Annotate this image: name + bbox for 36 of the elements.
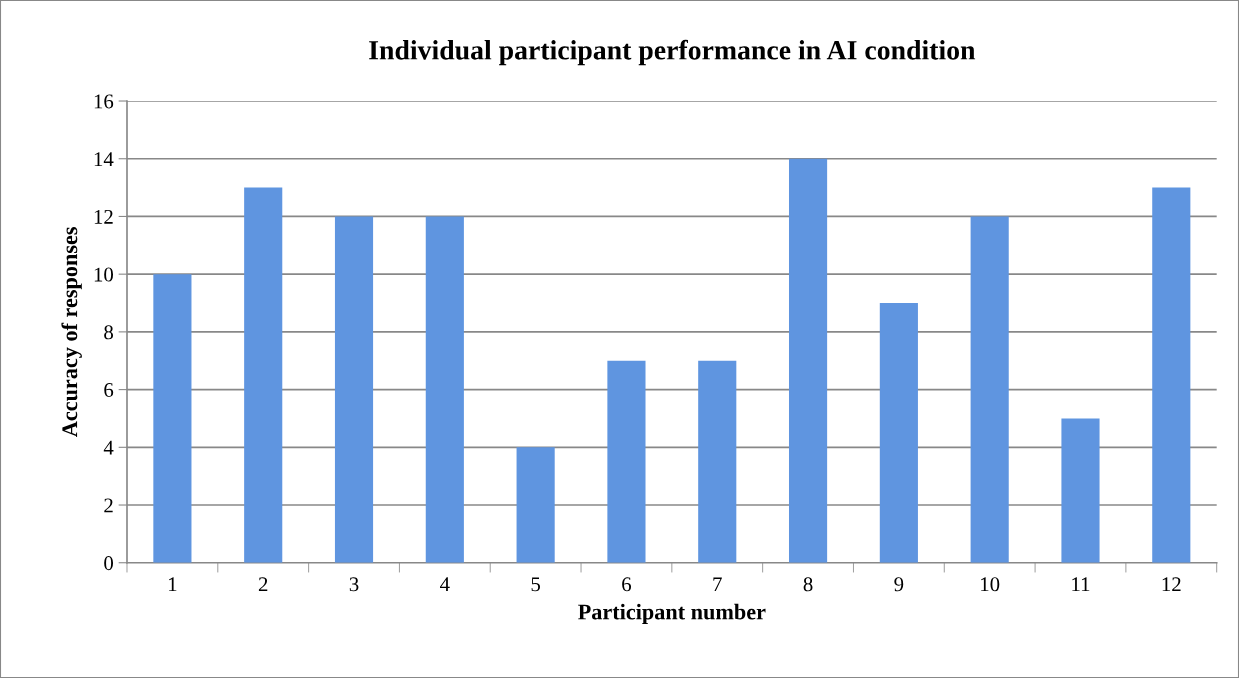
- y-tick-label: 4: [103, 440, 114, 455]
- bar: [1061, 418, 1100, 563]
- x-tick-label: 5: [531, 577, 541, 592]
- y-tick-label: 16: [94, 94, 114, 109]
- x-tick-label: 9: [894, 577, 904, 592]
- bar: [607, 360, 646, 563]
- bar: [788, 158, 828, 563]
- x-tick-label: 12: [1162, 577, 1181, 592]
- chart-title: Individual participant performance in AI condition: [369, 39, 976, 66]
- y-tick-label: 8: [104, 325, 114, 340]
- bar: [698, 360, 737, 563]
- bar: [334, 216, 374, 563]
- y-axis-title: Accuracy of responses: [61, 227, 82, 438]
- x-tick-label: 1: [169, 577, 177, 592]
- bar: [879, 303, 918, 563]
- y-tick-label: 6: [104, 383, 114, 398]
- x-tick-label: 7: [713, 577, 722, 592]
- x-axis-title: Participant number: [578, 603, 766, 625]
- y-tick-label: 12: [94, 209, 113, 224]
- bar: [516, 447, 555, 563]
- bar: [1152, 187, 1191, 563]
- y-tick-label: 10: [94, 267, 114, 282]
- x-tick-label: 6: [622, 577, 632, 592]
- y-tick-label: 2: [104, 498, 113, 513]
- x-tick-label: 10: [981, 577, 1000, 592]
- y-tick-label: 0: [104, 556, 114, 571]
- x-tick-label: 4: [440, 577, 450, 592]
- x-tick-label: 3: [349, 577, 359, 592]
- x-tick-label: 11: [1072, 577, 1090, 592]
- x-tick-label: 2: [258, 577, 268, 592]
- x-tick-label: 8: [803, 577, 813, 592]
- bar: [970, 216, 1009, 563]
- bar: [425, 216, 464, 563]
- bar: [153, 274, 192, 563]
- bar: [244, 187, 283, 563]
- y-tick-label: 14: [94, 152, 114, 166]
